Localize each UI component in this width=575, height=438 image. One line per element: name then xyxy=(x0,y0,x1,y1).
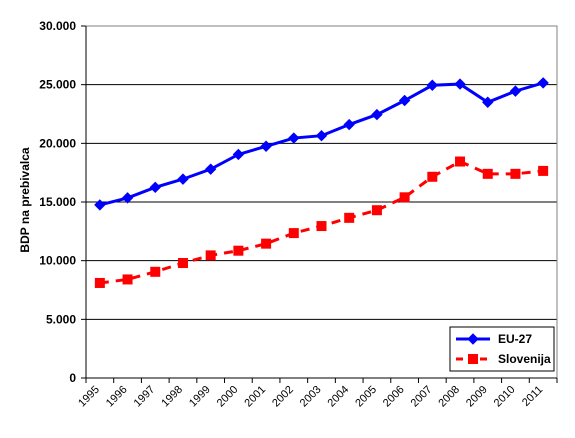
y-tick-label: 30.000 xyxy=(39,19,76,33)
legend-label: Slovenija xyxy=(498,352,551,366)
legend-item: Slovenija xyxy=(456,352,551,366)
x-tick-label: 2003 xyxy=(298,384,324,410)
data-point xyxy=(260,140,272,152)
x-tick-label: 1996 xyxy=(104,384,130,410)
data-point xyxy=(288,132,300,144)
data-point xyxy=(94,199,106,211)
data-point xyxy=(122,274,133,285)
data-point xyxy=(482,96,494,108)
data-point xyxy=(510,168,521,179)
y-axis-title: BDP na prebivalca xyxy=(18,147,32,252)
x-tick-label: 1998 xyxy=(159,384,185,410)
y-tick-label: 0 xyxy=(69,371,76,385)
data-point xyxy=(344,212,355,223)
y-tick-label: 5.000 xyxy=(46,312,76,326)
legend-marker xyxy=(467,333,479,345)
x-tick-label: 2007 xyxy=(409,384,435,410)
x-tick-label: 2011 xyxy=(520,384,545,409)
y-tick-label: 15.000 xyxy=(39,195,76,209)
x-tick-label: 2004 xyxy=(326,384,352,410)
data-point xyxy=(454,78,466,90)
data-point xyxy=(261,238,272,249)
legend-label: EU-27 xyxy=(498,332,532,346)
data-point xyxy=(482,168,493,179)
data-point xyxy=(455,156,466,167)
axes xyxy=(85,25,558,383)
data-point xyxy=(121,192,134,204)
data-point xyxy=(204,163,217,175)
x-tick-label: 2009 xyxy=(464,384,490,410)
y-tick-label: 20.000 xyxy=(39,136,76,150)
data-point xyxy=(371,205,382,216)
series-line xyxy=(99,81,544,207)
data-point xyxy=(343,118,355,131)
x-tick-label: 2006 xyxy=(381,384,407,410)
data-point xyxy=(398,94,411,107)
data-point xyxy=(288,228,299,239)
data-point xyxy=(232,148,245,161)
x-tick-label: 2000 xyxy=(215,384,241,410)
data-point xyxy=(371,108,383,121)
y-tick-label: 10.000 xyxy=(39,254,76,268)
x-tick-label: 2001 xyxy=(242,384,268,410)
data-point xyxy=(509,85,522,97)
series xyxy=(94,77,549,288)
data-point xyxy=(233,245,244,256)
x-tick-labels: 1995 1996 1997 1998 1999 2000 2001 2002 2003 2004… xyxy=(76,384,545,410)
series-slovenija xyxy=(94,156,549,288)
x-tick-label: 2008 xyxy=(436,384,462,410)
legend-marker xyxy=(468,354,478,364)
data-point xyxy=(150,266,161,277)
data-point xyxy=(427,171,438,182)
data-point xyxy=(538,165,549,176)
x-tick-label: 2010 xyxy=(492,384,518,410)
legend: EU-27 Slovenija xyxy=(449,326,555,372)
data-point xyxy=(149,181,161,194)
data-point xyxy=(205,250,216,261)
data-point xyxy=(316,221,327,232)
x-tick-label: 2005 xyxy=(353,384,379,410)
legend-box xyxy=(449,326,555,372)
x-tick-label: 1995 xyxy=(76,384,102,410)
data-point xyxy=(315,129,328,142)
data-point xyxy=(426,79,439,91)
x-tick-label: 2002 xyxy=(270,384,296,410)
legend-item: EU-27 xyxy=(456,332,532,346)
data-point xyxy=(537,77,549,89)
data-point xyxy=(177,258,188,269)
gridlines xyxy=(81,25,557,379)
data-point xyxy=(177,173,189,185)
y-tick-label: 25.000 xyxy=(39,78,76,92)
x-tick-label: 1999 xyxy=(187,384,213,410)
x-tick-label: 1997 xyxy=(132,384,158,410)
y-tick-labels: 0 5.000 10.000 15.000 20.000 25.000 30.000 xyxy=(39,19,76,385)
data-point xyxy=(94,277,105,288)
data-point xyxy=(399,192,410,203)
series-eu-27 xyxy=(94,77,549,211)
